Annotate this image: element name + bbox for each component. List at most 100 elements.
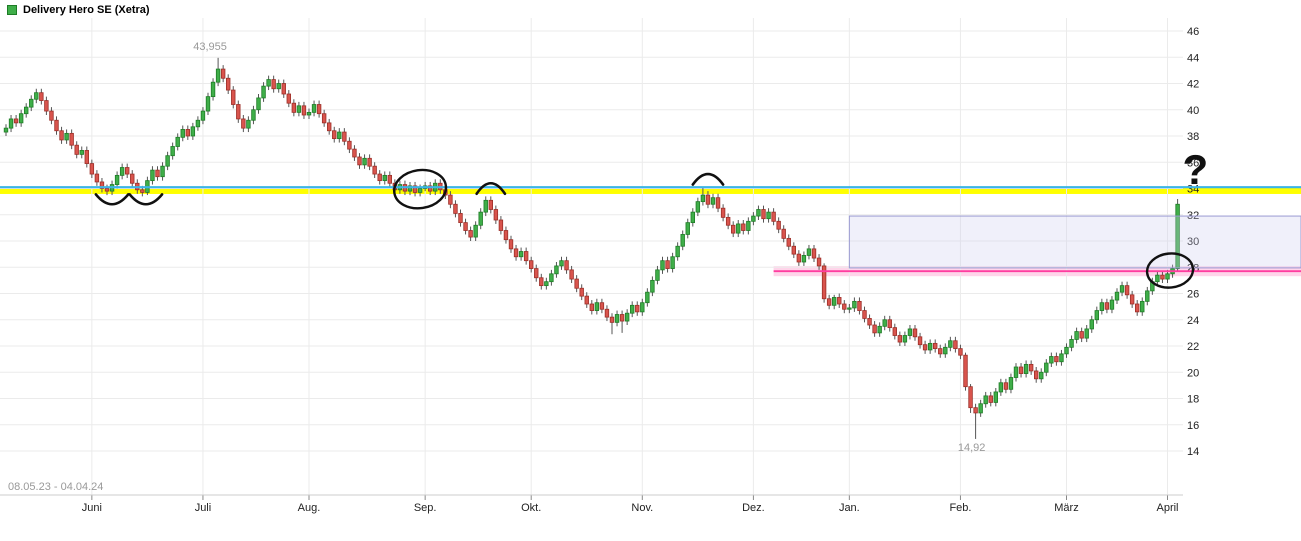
- candle-body: [473, 224, 478, 238]
- candle-body: [998, 382, 1004, 393]
- candle-body: [958, 348, 963, 356]
- candle-body: [529, 260, 534, 269]
- candle-body: [811, 248, 817, 259]
- x-axis-label: April: [1156, 502, 1178, 514]
- candle-body: [311, 104, 317, 113]
- candle-body: [150, 169, 155, 182]
- candle-body: [205, 96, 211, 112]
- x-axis-label: März: [1054, 502, 1078, 514]
- candle-body: [215, 68, 221, 83]
- candle-body: [321, 113, 327, 124]
- candle-body: [604, 308, 610, 318]
- candle-body: [872, 324, 877, 334]
- candle-body: [720, 207, 726, 218]
- candle-body: [660, 260, 665, 271]
- candle-body: [458, 213, 463, 224]
- candle-body: [256, 97, 261, 111]
- candle-body: [326, 122, 332, 132]
- candle-body: [579, 287, 584, 297]
- candle-body: [170, 146, 175, 157]
- x-axis-label: Aug.: [298, 502, 321, 514]
- candle-body: [1059, 353, 1064, 363]
- candle-body: [700, 194, 706, 203]
- candle-body: [983, 395, 988, 405]
- candle-body: [877, 325, 882, 334]
- candle-body: [160, 165, 165, 178]
- candle-body: [559, 260, 564, 267]
- candle-body: [1084, 328, 1089, 339]
- candle-body: [508, 239, 514, 250]
- candle-body: [271, 79, 276, 90]
- candle-body: [49, 110, 54, 121]
- candle-body: [468, 230, 473, 238]
- candle-body: [84, 150, 89, 164]
- candle-body: [826, 298, 832, 306]
- x-axis-label: Feb.: [949, 502, 971, 514]
- candle-body: [34, 92, 39, 100]
- hand-drawn-arc: [691, 172, 725, 186]
- candle-body: [847, 307, 852, 310]
- candle-body: [367, 157, 372, 167]
- candle-body: [332, 130, 337, 140]
- candle-body: [993, 391, 998, 403]
- candle-body: [614, 314, 620, 323]
- candle-body: [645, 291, 650, 304]
- candle-body: [584, 295, 589, 305]
- candle-body: [680, 234, 685, 247]
- low-price-label: 14,92: [958, 442, 986, 454]
- candle-body: [948, 340, 953, 348]
- candle-body: [165, 155, 170, 167]
- candle-body: [518, 251, 524, 258]
- candle-body: [316, 104, 322, 115]
- y-axis-label: 24: [1187, 315, 1199, 327]
- candle-body: [806, 248, 812, 256]
- candle-body: [771, 211, 776, 222]
- candle-body: [801, 255, 807, 263]
- candle-body: [917, 336, 923, 346]
- y-axis-label: 18: [1187, 394, 1199, 406]
- candle-body: [372, 165, 377, 175]
- candle-body: [882, 319, 887, 327]
- candle-body: [554, 265, 559, 275]
- candle-body: [281, 83, 286, 95]
- question-mark-annotation: ?: [1182, 146, 1208, 193]
- y-axis-label: 46: [1187, 26, 1199, 38]
- series-color-icon: [7, 5, 17, 15]
- candle-body: [539, 277, 544, 287]
- hand-drawn-arc: [128, 193, 164, 206]
- candle-body: [286, 93, 291, 104]
- candle-body: [640, 302, 645, 313]
- candle-body: [185, 129, 190, 137]
- candle-body: [887, 319, 892, 329]
- candle-body: [1074, 331, 1079, 340]
- candle-body: [1114, 291, 1120, 301]
- candle-body: [1079, 331, 1084, 339]
- candle-body: [695, 201, 701, 213]
- candle-body: [44, 100, 49, 112]
- candle-body: [690, 211, 695, 224]
- candle-body: [791, 245, 796, 255]
- candle-body: [594, 302, 600, 311]
- candle-body: [523, 251, 529, 262]
- candle-body: [498, 219, 504, 231]
- candle-body: [59, 130, 64, 141]
- y-axis-label: 16: [1187, 420, 1199, 432]
- candle-body: [1064, 346, 1069, 355]
- candle-body: [69, 132, 74, 146]
- x-axis-label: Sep.: [414, 502, 437, 514]
- candle-body: [23, 106, 29, 115]
- candle-body: [569, 269, 574, 280]
- candle-body: [453, 203, 458, 214]
- candle-body: [963, 354, 968, 388]
- candle-body: [175, 136, 180, 147]
- candle-body: [1069, 339, 1074, 348]
- candle-body: [1135, 303, 1140, 313]
- candle-body: [412, 185, 418, 193]
- candle-body: [1034, 370, 1039, 380]
- candle-body: [609, 316, 615, 323]
- candle-body: [301, 105, 307, 116]
- candle-body: [1049, 356, 1054, 364]
- candle-body: [1119, 285, 1125, 293]
- candle-body: [3, 127, 9, 133]
